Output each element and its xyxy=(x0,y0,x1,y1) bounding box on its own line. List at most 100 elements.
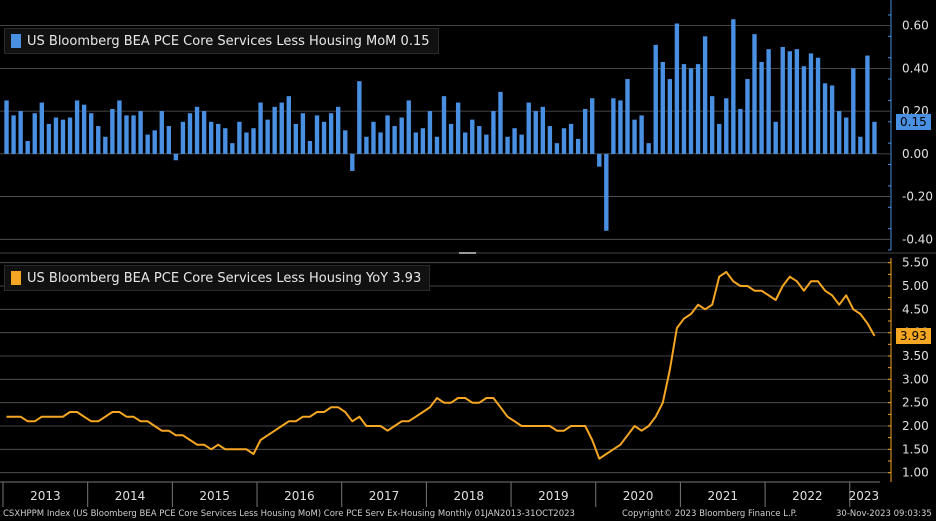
bar xyxy=(787,51,792,154)
bar xyxy=(427,111,433,154)
x-tick-label: 2016 xyxy=(284,489,315,503)
bar xyxy=(604,153,609,231)
bar xyxy=(272,106,277,154)
legend-mom-swatch xyxy=(11,34,21,48)
x-tick-label: 2019 xyxy=(538,489,569,503)
bar xyxy=(547,126,553,154)
x-tick-label: 2017 xyxy=(369,489,400,503)
legend-yoy-swatch xyxy=(11,271,21,285)
bar xyxy=(808,53,814,154)
legend-yoy: US Bloomberg BEA PCE Core Services Less … xyxy=(4,265,431,291)
bar xyxy=(166,126,172,154)
bar xyxy=(844,117,849,154)
bar xyxy=(350,153,355,171)
x-tick-label: 2015 xyxy=(199,489,230,503)
bar xyxy=(745,79,750,154)
last-value-tag-mom: 0.15 xyxy=(896,113,931,130)
bar xyxy=(519,134,524,154)
x-tick-label: 2021 xyxy=(707,489,738,503)
bar xyxy=(194,106,200,154)
bar xyxy=(611,98,616,154)
bar xyxy=(455,102,461,154)
bar xyxy=(674,23,680,154)
y-tick-label-yoy: 1.50 xyxy=(902,442,929,456)
bar xyxy=(639,115,644,154)
bar xyxy=(300,113,306,154)
bar xyxy=(124,115,129,154)
bar xyxy=(724,98,729,154)
legend-mom: US Bloomberg BEA PCE Core Services Less … xyxy=(4,28,439,54)
bar xyxy=(470,119,475,154)
bar xyxy=(568,123,574,154)
bar xyxy=(187,113,193,154)
bar xyxy=(180,121,186,154)
x-tick-label: 2023 xyxy=(849,489,880,503)
bar xyxy=(702,36,708,154)
bar xyxy=(872,121,877,154)
bar xyxy=(159,111,164,154)
bar xyxy=(477,126,482,154)
bar xyxy=(533,111,538,154)
y-tick-label-yoy: 1.00 xyxy=(902,466,929,480)
bar xyxy=(364,136,369,154)
legend-yoy-value: 3.93 xyxy=(392,270,422,286)
bar xyxy=(385,115,390,154)
bar xyxy=(441,96,447,154)
y-tick-label-yoy: 2.50 xyxy=(902,396,929,410)
bar xyxy=(53,117,59,154)
bar xyxy=(251,128,256,154)
y-tick-label-mom: -0.40 xyxy=(902,232,933,246)
bar xyxy=(653,44,658,154)
bar xyxy=(244,132,249,154)
bar xyxy=(766,49,771,154)
bar xyxy=(618,100,623,154)
bar xyxy=(103,136,108,154)
bar xyxy=(505,136,510,154)
bar xyxy=(448,123,454,154)
bar xyxy=(216,123,221,154)
footer-description: CSXHPPM Index (US Bloomberg BEA PCE Core… xyxy=(3,509,575,519)
bar xyxy=(265,119,270,154)
bar xyxy=(81,104,87,154)
bar xyxy=(865,55,870,154)
y-tick-label-yoy: 3.00 xyxy=(902,372,929,386)
bar xyxy=(554,143,560,154)
footer-copyright: Copyright© 2023 Bloomberg Finance L.P. xyxy=(622,509,798,519)
bar xyxy=(74,100,80,154)
y-tick-label-mom: 0.60 xyxy=(902,19,929,33)
bar xyxy=(237,121,242,154)
bar xyxy=(858,136,863,154)
bar xyxy=(491,111,496,154)
bar xyxy=(258,102,263,154)
bar xyxy=(660,61,665,154)
footer-timestamp: 30-Nov-2023 09:03:35 xyxy=(836,509,932,519)
bar xyxy=(173,153,179,161)
bar xyxy=(392,126,397,154)
bar xyxy=(667,79,673,154)
bar xyxy=(230,143,235,154)
bar xyxy=(343,130,348,154)
bar xyxy=(145,134,150,154)
bar xyxy=(131,115,136,154)
bar xyxy=(717,123,722,154)
bar xyxy=(590,98,595,154)
y-tick-label-mom: 0.40 xyxy=(902,61,929,75)
bar xyxy=(46,123,52,154)
bar xyxy=(152,130,157,154)
x-tick-label: 2018 xyxy=(453,489,484,503)
bar xyxy=(484,134,489,154)
bar xyxy=(11,115,16,154)
x-tick-label: 2022 xyxy=(792,489,823,503)
bar xyxy=(681,64,687,154)
bar xyxy=(780,47,785,154)
bar xyxy=(60,119,66,154)
bar xyxy=(540,106,546,154)
bar xyxy=(39,102,44,154)
bar xyxy=(18,111,23,154)
bar xyxy=(357,81,362,154)
bar xyxy=(321,121,327,154)
chart-canvas: 0.600.400.200.00-0.20-0.405.505.004.504.… xyxy=(0,0,936,507)
series-line-yoy xyxy=(6,271,876,460)
y-tick-label-yoy: 4.50 xyxy=(902,302,929,316)
x-tick-label: 2014 xyxy=(115,489,146,503)
